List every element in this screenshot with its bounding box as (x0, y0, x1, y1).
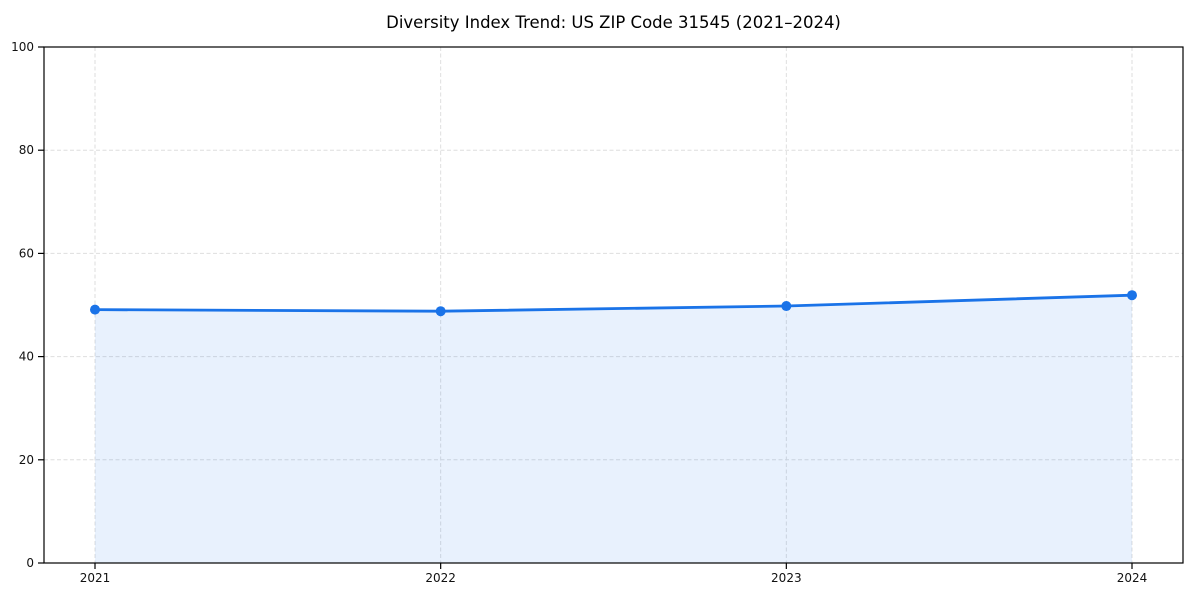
data-point-marker (1127, 290, 1137, 301)
x-tick-label: 2021 (80, 571, 111, 585)
x-tick-label: 2023 (771, 571, 802, 585)
chart-title: Diversity Index Trend: US ZIP Code 31545… (386, 13, 841, 32)
data-point-marker (781, 301, 792, 312)
data-points (90, 290, 1137, 317)
data-point-marker (90, 304, 100, 315)
plot-border (43, 46, 1184, 564)
axes-spines (43, 46, 1184, 564)
y-tick-label: 60 (19, 246, 34, 260)
y-tick-label: 0 (26, 556, 34, 570)
series-line (93, 293, 1134, 313)
y-tick-label: 100 (11, 40, 34, 54)
y-tick-label: 80 (19, 143, 34, 157)
x-tick-label: 2024 (1117, 571, 1148, 585)
area-fill (95, 295, 1132, 563)
axis-ticks (38, 46, 1133, 569)
axis-tick-labels: 0 20 40 60 80 100 2021 2022 2023 2024 (11, 40, 1147, 585)
y-tick-label: 20 (19, 453, 34, 467)
x-tick-label: 2022 (425, 571, 456, 585)
data-point-marker (435, 306, 446, 317)
y-tick-label: 40 (19, 350, 34, 364)
series-area (95, 295, 1132, 563)
trend-line (93, 293, 1134, 313)
